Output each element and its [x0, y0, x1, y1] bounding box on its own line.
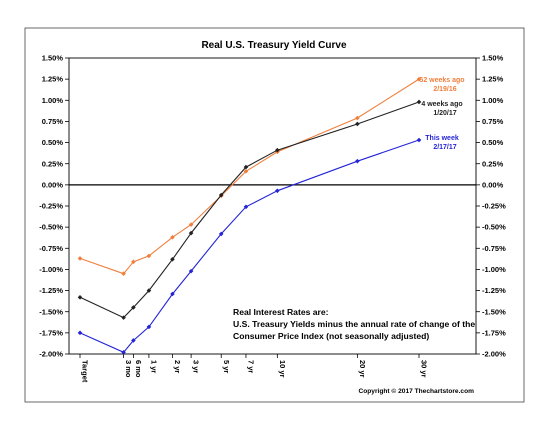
- y-tick-label-right: 1.25%: [482, 75, 504, 84]
- y-tick-label-right: 0.25%: [482, 159, 504, 168]
- y-tick-label-left: 0.00%: [42, 180, 64, 189]
- series-label-date: 1/20/17: [433, 110, 456, 117]
- series-point: [188, 222, 194, 227]
- y-tick-label-right: -1.75%: [482, 328, 506, 337]
- series-point: [146, 288, 152, 293]
- series-point: [275, 147, 280, 153]
- y-tick-label-right: 0.75%: [482, 117, 504, 126]
- series-point: [170, 256, 175, 262]
- copyright-text: Copyright © 2017 Thechartstore.com: [358, 387, 474, 395]
- series-point: [131, 305, 136, 310]
- y-tick-label-left: -0.25%: [39, 202, 63, 211]
- y-tick-label-right: 0.50%: [482, 138, 504, 147]
- series-label-name: This week: [425, 135, 459, 142]
- y-tick-label-right: -1.00%: [482, 265, 506, 274]
- annotation-line-1: Real Interest Rates are:: [233, 307, 329, 317]
- series-point: [121, 350, 126, 355]
- series-label-name: 4 weeks ago: [421, 101, 462, 108]
- series-label-date: 2/19/16: [433, 86, 456, 93]
- series-point: [243, 204, 249, 210]
- y-tick-label-right: -1.25%: [482, 286, 506, 295]
- series-point: [416, 76, 422, 82]
- y-tick-label-left: 1.25%: [42, 75, 64, 84]
- series-point: [275, 188, 280, 194]
- y-tick-label-left: -1.50%: [39, 307, 63, 316]
- y-tick-label-right: -1.50%: [482, 307, 506, 316]
- y-tick-label-left: -1.00%: [39, 265, 63, 274]
- series-point: [146, 253, 152, 259]
- series-point: [416, 99, 422, 105]
- y-tick-label-right: 1.00%: [482, 96, 504, 105]
- series-label-date: 2/17/17: [433, 144, 456, 151]
- x-tick-label: 1 yr: [150, 360, 159, 373]
- y-axis-ticks: 1.50% 1.50% 1.25% 1.25% 1.00% 1.00% 0.75% 0.75%…: [39, 54, 506, 359]
- chart-title: Real U.S. Treasury Yield Curve: [201, 40, 347, 51]
- series-lines: [77, 76, 422, 355]
- series-point: [131, 338, 136, 343]
- y-tick-label-right: -2.00%: [482, 350, 506, 359]
- x-tick-label: 3 yr: [192, 360, 201, 373]
- y-tick-label-left: 0.50%: [42, 138, 64, 147]
- y-tick-label-left: -1.75%: [39, 328, 63, 337]
- series-point: [218, 231, 224, 237]
- x-tick-label: 6 mo: [134, 360, 143, 378]
- series-point: [188, 230, 194, 236]
- series-point: [121, 315, 126, 320]
- annotation-note: Real Interest Rates are: U.S. Treasury Y…: [233, 307, 475, 341]
- x-tick-label: 7 yr: [247, 360, 256, 373]
- x-tick-label: 10 yr: [278, 360, 287, 378]
- series-point: [131, 259, 136, 265]
- series-point: [218, 192, 224, 198]
- series-point: [121, 271, 126, 276]
- series-point: [170, 234, 175, 240]
- y-tick-label-left: -2.00%: [39, 350, 63, 359]
- series-point: [77, 330, 83, 336]
- x-tick-label: 5 yr: [222, 360, 231, 373]
- x-tick-label: 3 mo: [124, 360, 133, 378]
- series-point: [170, 291, 175, 297]
- series-point: [77, 256, 83, 261]
- y-tick-label-left: 1.00%: [42, 96, 64, 105]
- series-point: [416, 137, 422, 143]
- series-point: [146, 324, 152, 330]
- y-tick-label-right: 0.00%: [482, 180, 504, 189]
- x-axis-ticks: Target 3 mo 6 mo 1 yr 2 yr 3 yr 5 yr 7 yr 10 yr 2…: [79, 354, 429, 383]
- y-tick-label-left: 0.75%: [42, 117, 64, 126]
- y-tick-label-left: -0.75%: [39, 244, 63, 253]
- x-tick-label: 20 yr: [358, 360, 367, 378]
- series-point: [188, 268, 194, 274]
- series-point: [243, 164, 249, 170]
- y-tick-label-right: 1.50%: [482, 54, 504, 63]
- series-label-name: 52 weeks ago: [419, 77, 464, 84]
- y-tick-label-right: -0.75%: [482, 244, 506, 253]
- y-tick-label-right: -0.50%: [482, 223, 506, 232]
- x-tick-label: Target: [81, 360, 90, 383]
- y-tick-label-left: -0.50%: [39, 223, 63, 232]
- series-point: [355, 158, 360, 164]
- x-tick-label: 30 yr: [420, 360, 429, 378]
- series-point: [243, 169, 249, 174]
- series-point: [355, 121, 360, 127]
- y-tick-label-right: -0.25%: [482, 202, 506, 211]
- annotation-line-2: U.S. Treasury Yields minus the annual ra…: [233, 319, 475, 329]
- series-point: [77, 295, 83, 300]
- y-tick-label-left: 0.25%: [42, 159, 64, 168]
- x-tick-label: 2 yr: [173, 360, 182, 373]
- series-point: [355, 115, 360, 121]
- chart-frame: [24, 27, 525, 403]
- y-tick-label-left: -1.25%: [39, 286, 63, 295]
- annotation-line-3: Consumer Price Index (not seasonally adj…: [233, 331, 429, 341]
- series-labels: 52 weeks ago 2/19/16 4 weeks ago 1/20/17 Thi…: [419, 77, 464, 151]
- y-tick-label-left: 1.50%: [42, 54, 64, 63]
